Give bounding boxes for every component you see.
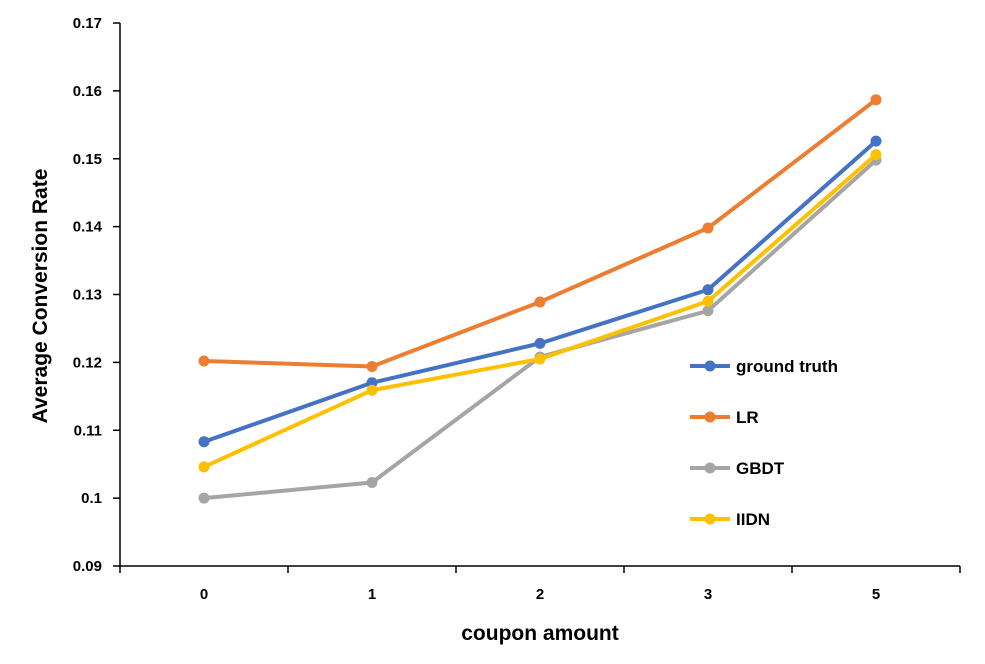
data-point xyxy=(366,477,378,489)
data-point xyxy=(198,355,210,367)
series-line xyxy=(203,139,878,444)
series-gbdt xyxy=(198,154,882,504)
legend-item: GBDT xyxy=(690,459,785,478)
x-axis-ticks: 0 1 2 3 5 xyxy=(119,566,961,603)
legend-item: IIDN xyxy=(690,510,770,529)
data-point xyxy=(870,135,882,147)
data-point xyxy=(366,384,378,396)
y-tick-label: 0.17 xyxy=(73,15,102,32)
y-tick-label: 0.16 xyxy=(73,83,102,100)
legend-swatch-marker xyxy=(704,411,716,423)
x-tick-label: 2 xyxy=(536,586,544,603)
series-line xyxy=(203,153,878,469)
legend-label: ground truth xyxy=(736,357,838,376)
x-axis-title: coupon amount xyxy=(461,622,618,645)
data-point xyxy=(534,296,546,308)
data-point xyxy=(534,353,546,365)
y-tick-label: 0.14 xyxy=(73,219,103,236)
x-tick-label: 1 xyxy=(368,586,376,603)
y-tick-label: 0.13 xyxy=(73,287,102,304)
y-tick-label: 0.12 xyxy=(73,354,102,371)
data-point xyxy=(198,461,210,473)
series-line xyxy=(203,158,878,501)
series-iidn xyxy=(198,149,882,473)
legend-label: LR xyxy=(736,408,759,427)
data-point xyxy=(702,222,714,234)
legend: ground truth LR GBDT IIDN xyxy=(690,357,838,529)
legend-swatch-marker xyxy=(704,513,716,525)
data-point xyxy=(366,360,378,372)
legend-label: IIDN xyxy=(736,510,770,529)
data-point xyxy=(870,94,882,106)
data-point xyxy=(198,492,210,504)
data-point xyxy=(702,284,714,296)
series-layer xyxy=(198,94,882,504)
data-point xyxy=(870,149,882,161)
y-axis-title: Average Conversion Rate xyxy=(29,169,52,424)
data-point xyxy=(702,305,714,317)
data-point xyxy=(198,436,210,448)
x-tick-label: 3 xyxy=(704,586,712,603)
legend-swatch-marker xyxy=(704,462,716,474)
data-point xyxy=(702,295,714,307)
legend-label: GBDT xyxy=(736,459,785,478)
legend-item: ground truth xyxy=(690,357,838,376)
y-tick-label: 0.15 xyxy=(73,151,102,168)
legend-swatch-marker xyxy=(704,360,716,372)
series-ground-truth xyxy=(198,135,882,448)
series-lr xyxy=(198,94,882,372)
x-tick-label: 0 xyxy=(200,586,208,603)
y-tick-label: 0.09 xyxy=(73,558,102,575)
legend-item: LR xyxy=(690,408,759,427)
y-tick-label: 0.11 xyxy=(74,422,102,439)
series-line xyxy=(203,98,878,369)
x-tick-label: 5 xyxy=(872,586,880,603)
data-point xyxy=(534,337,546,349)
y-axis-ticks: 0.09 0.1 0.11 0.12 0.13 0.14 0.15 0.16 0.17 xyxy=(73,15,120,575)
y-tick-label: 0.1 xyxy=(81,490,102,507)
